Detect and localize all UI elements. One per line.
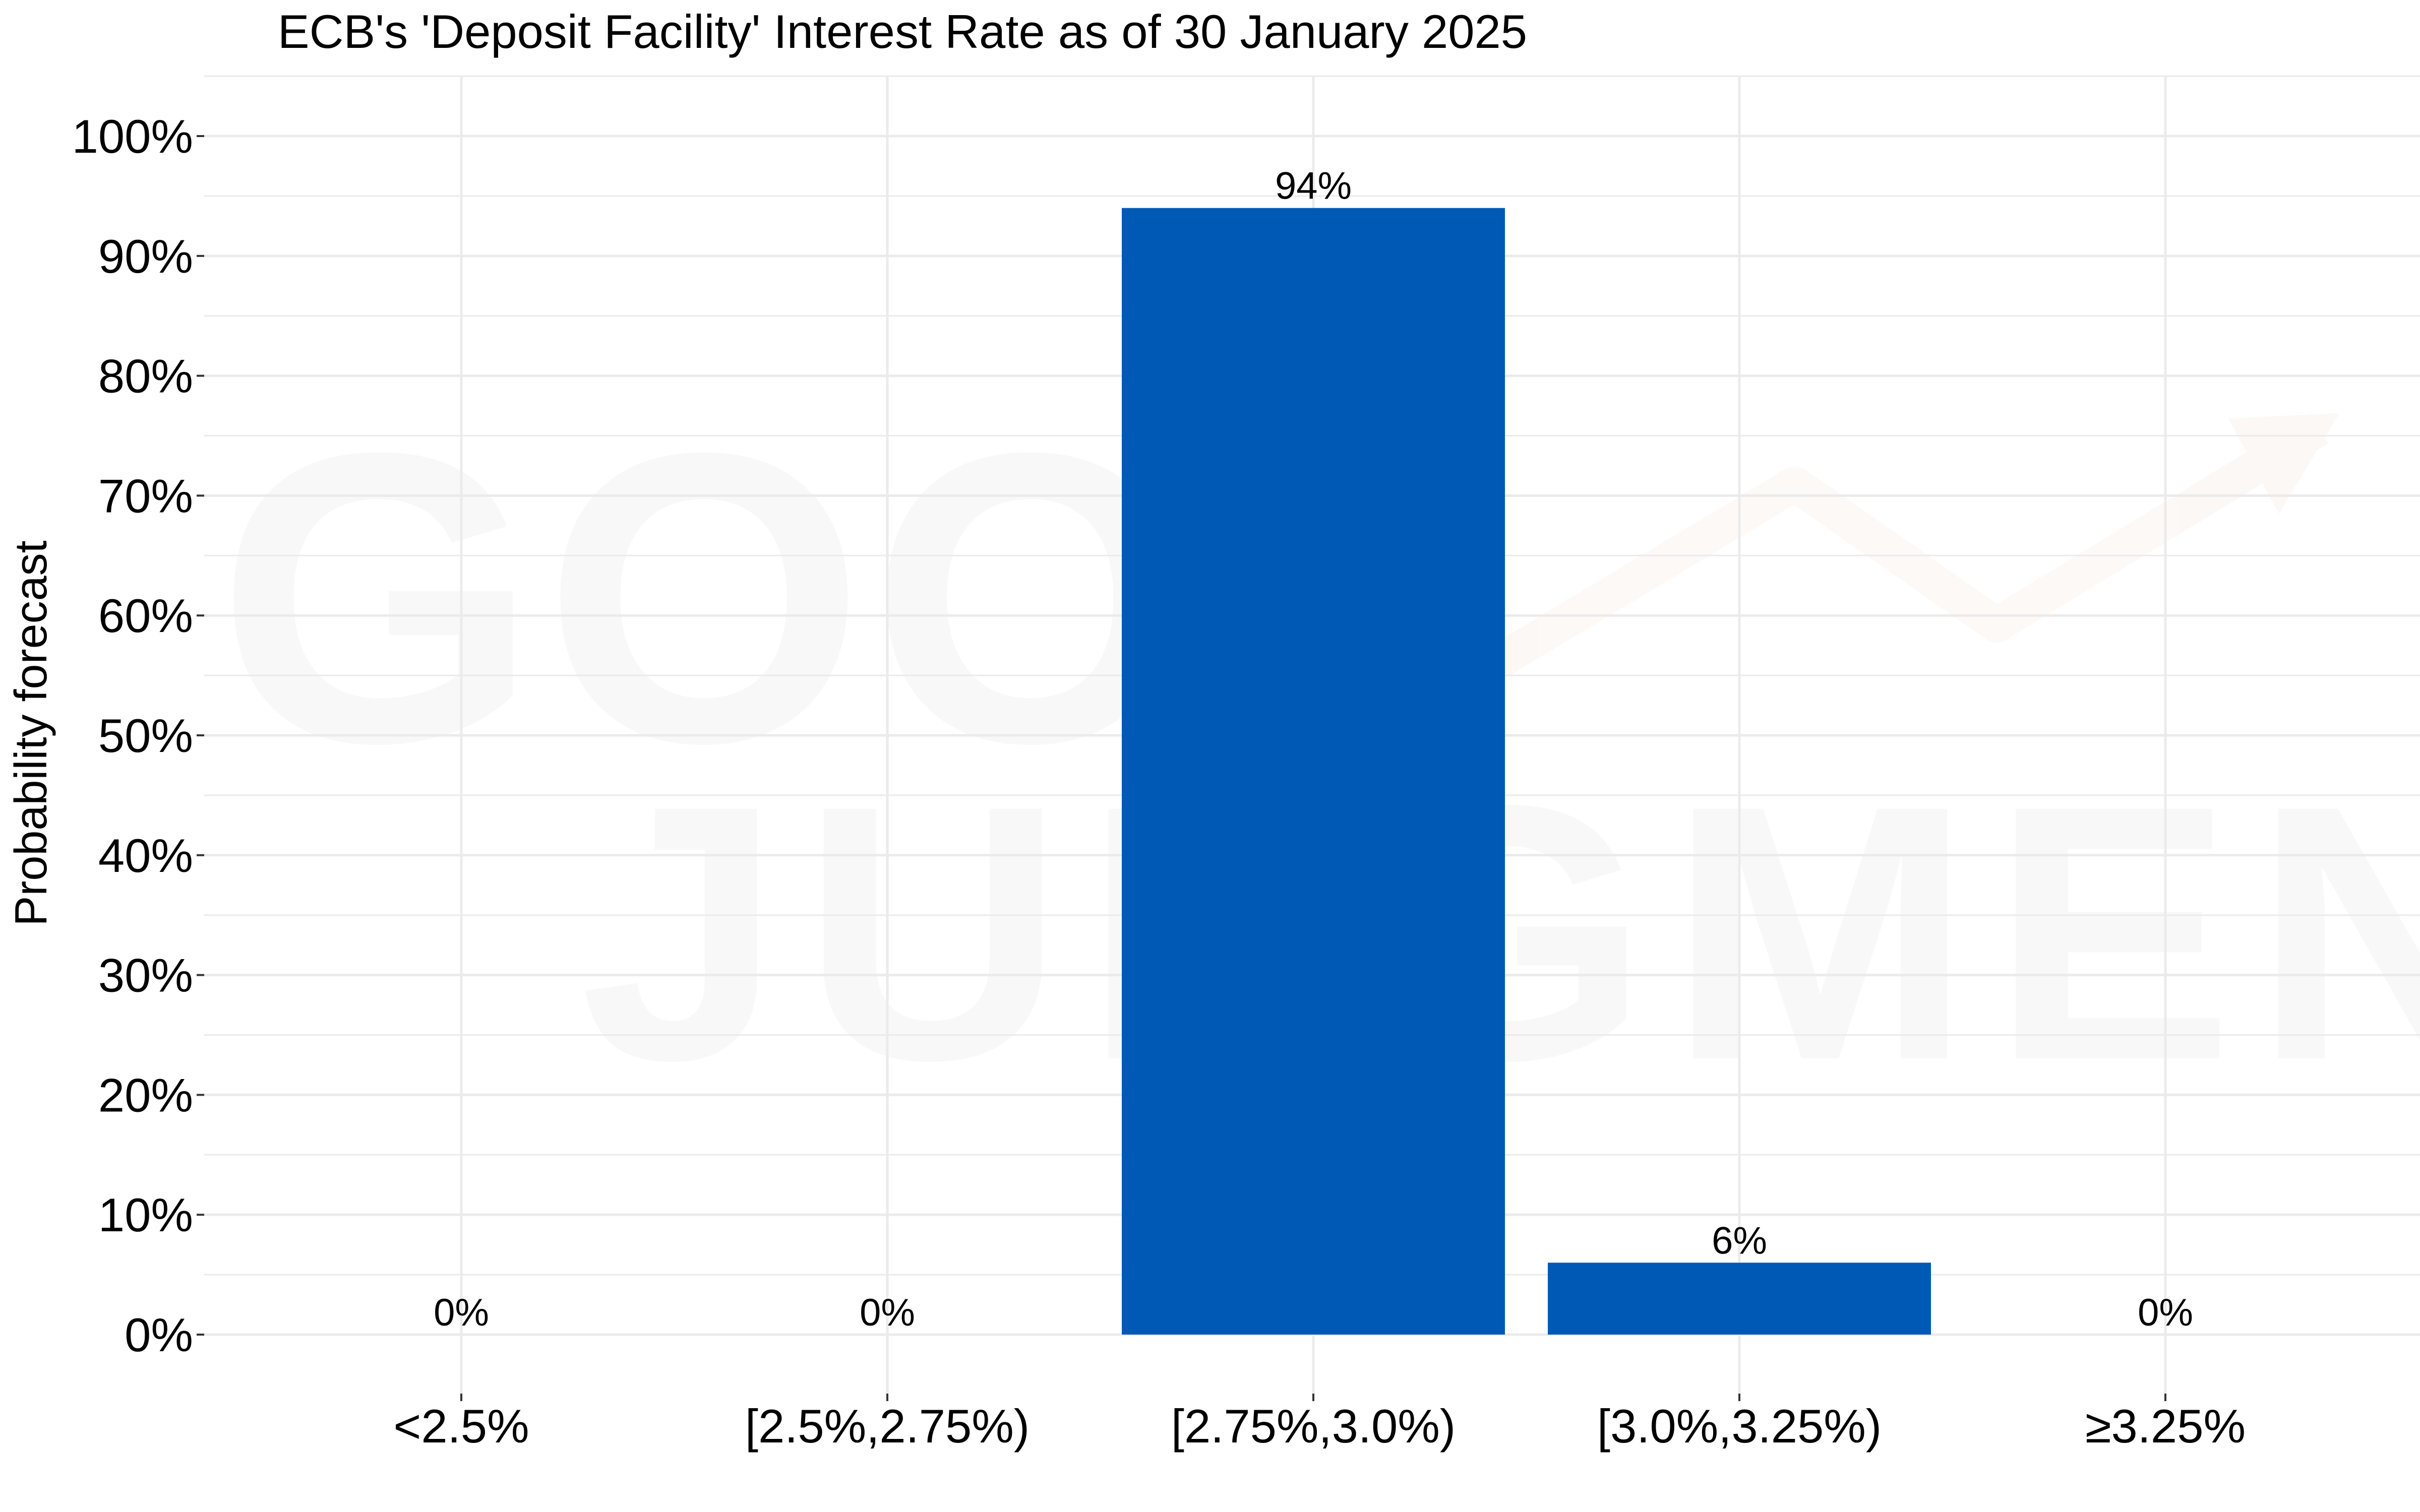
y-axis-label: Probability forecast (6, 540, 56, 926)
data-labels: 0% 0% 94% 6% 0% (434, 165, 2193, 1334)
x-tick-label: <2.5% (393, 1400, 529, 1453)
y-tick-label: 100% (72, 110, 193, 163)
bar-value-label: 94% (1275, 165, 1352, 208)
x-tick-label: [2.5%,2.75%) (745, 1400, 1030, 1453)
y-axis: 0% 10% 20% 30% 40% 50% 60% 70% 80% 90% 100% (72, 110, 204, 1361)
bar-value-label: 6% (1712, 1219, 1767, 1262)
bar (1548, 1263, 1931, 1335)
watermark-arrowhead-icon (2228, 413, 2339, 514)
y-tick-label: 40% (98, 829, 193, 882)
y-tick-label: 30% (98, 949, 193, 1002)
y-tick-label: 90% (98, 230, 193, 283)
x-tick-label: [2.75%,3.0%) (1171, 1400, 1456, 1453)
bar-value-label: 0% (2138, 1291, 2193, 1334)
watermark-arrow-icon (1483, 413, 2329, 681)
y-tick-label: 20% (98, 1068, 193, 1121)
y-tick-label: 0% (125, 1308, 193, 1361)
y-tick-label: 70% (98, 469, 193, 522)
chart-title: ECB's 'Deposit Facility' Interest Rate a… (278, 5, 1527, 58)
y-tick-label: 50% (98, 709, 193, 762)
bars (1122, 208, 1931, 1335)
bar (1122, 208, 1505, 1335)
x-tick-label: ≥3.25% (2085, 1400, 2246, 1453)
y-tick-label: 60% (98, 589, 193, 642)
bar-value-label: 0% (434, 1291, 489, 1334)
x-tick-label: [3.0%,3.25%) (1597, 1400, 1882, 1453)
bar-value-label: 0% (860, 1291, 915, 1334)
y-tick-label: 80% (98, 350, 193, 403)
x-axis: <2.5% [2.5%,2.75%) [2.75%,3.0%) [3.0%,3.25%… (393, 1394, 2246, 1453)
y-tick-label: 10% (98, 1188, 193, 1241)
